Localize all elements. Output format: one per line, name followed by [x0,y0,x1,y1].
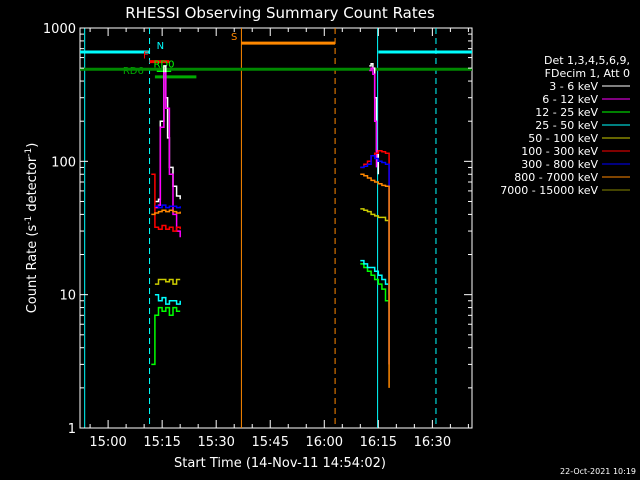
legend-entry-label: 300 - 800 keV [521,158,598,171]
flag-label: S [231,32,237,43]
flag-label: F [143,51,149,62]
series-line [154,259,390,305]
series-line [154,208,390,365]
series-line [151,263,390,366]
legend-entry-label: 6 - 12 keV [542,93,598,106]
x-tick-label: 16:30 [414,435,451,450]
timestamp: 22-Oct-2021 10:19 [560,467,636,476]
series-line [151,173,390,388]
x-tick-label: 15:30 [197,435,234,450]
legend-header: FDecim 1, Att 0 [545,67,630,80]
x-tick-label: 16:15 [360,435,397,450]
legend-entry-label: 12 - 25 keV [535,106,598,119]
x-axis-label: Start Time (14-Nov-11 14:54:02) [174,456,386,471]
y-axis-label: Count Rate (s-1 detector-1) [24,143,40,314]
chart-title: RHESSI Observing Summary Count Rates [125,4,435,22]
y-tick-label: 10 [59,289,76,304]
x-tick-label: 16:00 [306,435,343,450]
flag-lines: N S F RD0 RD6 [80,32,472,79]
x-axis-ticks: 15:00 15:15 15:30 15:45 16:00 16:15 16:30 [89,28,469,450]
flag-label: N [157,41,164,52]
flag-label: RD0 [153,60,174,71]
legend-entry-label: 25 - 50 keV [535,119,598,132]
y-axis-ticks: 1 10 100 1000 [43,22,472,437]
series-line [154,155,390,365]
legend-entry-label: 800 - 7000 keV [514,171,598,184]
flag-label: RD6 [123,66,144,77]
legend-entry-label: 50 - 100 keV [528,132,598,145]
y-tick-label: 100 [51,155,76,170]
x-tick-label: 15:00 [89,435,126,450]
series-line [151,150,390,365]
legend-entry-label: 100 - 300 keV [521,145,598,158]
vertical-lines [84,28,437,428]
legend-header: Det 1,3,4,5,6,9, [544,54,630,67]
y-tick-label: 1000 [43,22,76,37]
x-tick-label: 15:15 [143,435,180,450]
y-tick-label: 1 [68,422,76,437]
legend: Det 1,3,4,5,6,9,FDecim 1, Att 03 - 6 keV… [500,54,630,197]
plot-frame [79,27,473,429]
series-group [151,62,390,388]
x-tick-label: 15:45 [252,435,289,450]
legend-entry-label: 3 - 6 keV [549,80,598,93]
series-line [154,67,378,238]
legend-entry-label: 7000 - 15000 keV [500,184,598,197]
